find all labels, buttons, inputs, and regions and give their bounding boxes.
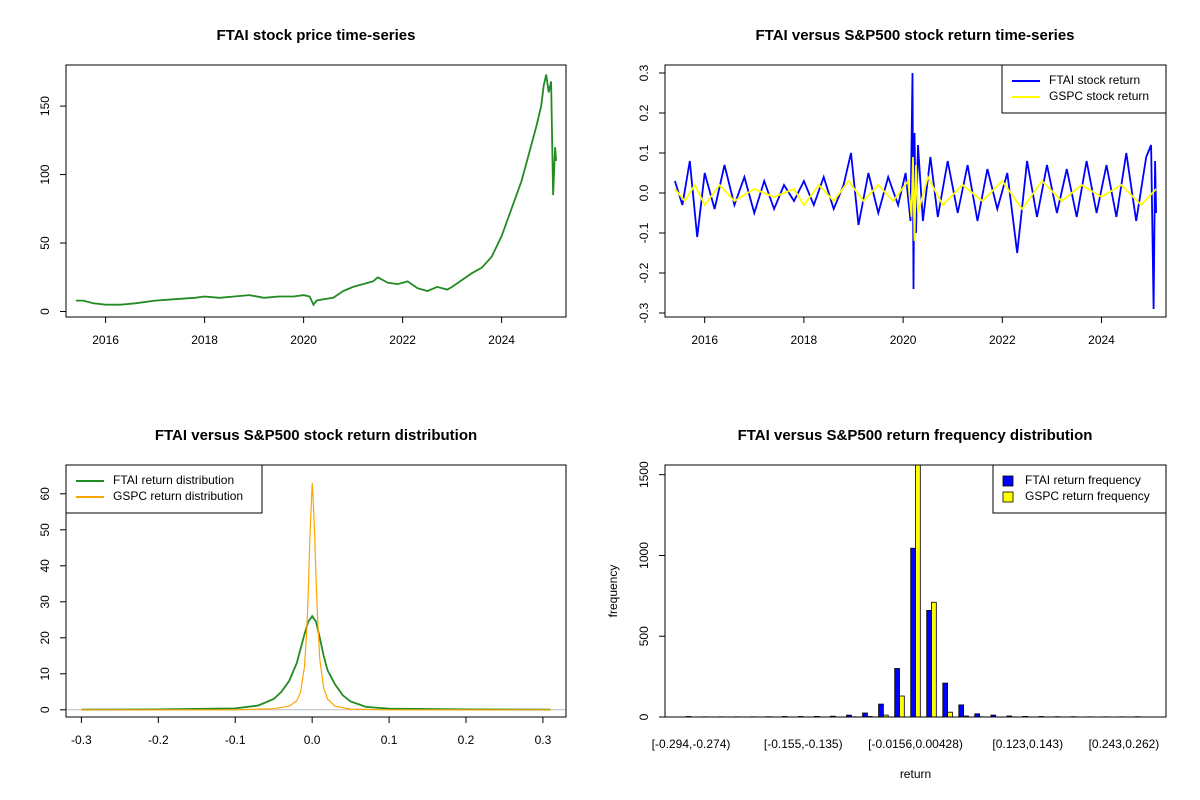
chart-title: FTAI versus S&P500 return frequency dist… [738,427,1093,444]
bar-1-16 [947,711,953,717]
x-tick-label: -0.1 [225,733,246,747]
y-tick-label: 1000 [637,542,651,569]
x-tick-label: 2024 [488,333,515,347]
y-tick-label: 0.0 [637,184,651,201]
x-tick-label: 2016 [92,333,119,347]
y-tick-label: 60 [38,487,52,501]
x-tick-label: 0.3 [535,733,552,747]
legend-swatch [1002,475,1014,487]
x-tick-label: 2018 [191,333,218,347]
x-tick-label: 0.0 [304,733,321,747]
y-tick-label: 150 [38,96,52,116]
x-tick-label: 2020 [290,333,317,347]
plot-frame [65,464,567,718]
bar-1-14 [915,465,921,717]
series-line-0 [81,614,551,711]
legend-label: GSPC return frequency [1025,489,1150,503]
bar-0-16 [942,682,948,717]
bar-0-12 [878,703,884,717]
plot-frame [65,64,567,318]
series-line-0 [75,74,557,307]
legend-label: FTAI return distribution [113,473,234,487]
y-tick-label: 50 [38,236,52,250]
y-tick-label: 40 [38,559,52,573]
y-tick-label: 0 [637,713,651,720]
y-tick-label: -0.1 [637,222,651,243]
x-category-label: [0.243,0.262) [1089,737,1160,751]
y-tick-label: 0 [38,308,52,315]
bar-1-15 [931,601,937,717]
x-tick-label: 2022 [989,333,1016,347]
legend-label: FTAI return frequency [1025,473,1141,487]
y-tick-label: -0.3 [637,302,651,323]
legend-box [992,464,1167,514]
x-tick-label: -0.2 [148,733,169,747]
y-tick-label: 0 [38,706,52,713]
x-category-label: [-0.155,-0.135) [764,737,843,751]
bar-0-14 [910,547,916,717]
chart-title: FTAI versus S&P500 stock return time-ser… [755,27,1074,44]
x-category-label: [-0.0156,0.00428) [868,737,963,751]
panel-density: FTAI versus S&P500 stock return distribu… [38,427,567,747]
y-tick-label: 500 [637,626,651,646]
legend-box [1001,64,1167,114]
x-tick-label: 2020 [890,333,917,347]
bar-0-11 [862,712,868,717]
bar-0-13 [894,668,900,717]
panel-returns: FTAI versus S&P500 stock return time-ser… [637,27,1167,347]
y-tick-label: 10 [38,667,52,681]
x-tick-label: 0.1 [381,733,398,747]
legend-box [65,464,263,514]
y-tick-label: -0.2 [637,262,651,283]
x-axis-label: return [900,767,931,781]
y-tick-label: 0.1 [637,144,651,161]
legend: FTAI stock return GSPC stock return [1001,64,1167,114]
x-tick-label: 2024 [1088,333,1115,347]
x-tick-label: 2022 [389,333,416,347]
y-tick-label: 1500 [637,461,651,488]
x-category-label: [-0.294,-0.274) [652,737,731,751]
y-tick-label: 20 [38,631,52,645]
y-tick-label: 0.2 [637,104,651,121]
plot-frame [664,464,1167,718]
x-category-label: [0.123,0.143) [992,737,1063,751]
legend-label: GSPC return distribution [113,489,243,503]
bar-0-15 [926,610,932,717]
y-tick-label: 30 [38,595,52,609]
bar-1-13 [899,695,905,717]
x-tick-label: 0.2 [458,733,475,747]
x-tick-label: -0.3 [71,733,92,747]
legend-label: GSPC stock return [1049,89,1149,103]
legend-swatch [1002,491,1014,503]
panel-price: FTAI stock price time-series 0 50 100 150 201… [38,27,567,347]
y-tick-label: 50 [38,523,52,537]
x-tick-label: 2016 [691,333,718,347]
legend: FTAI return distribution GSPC return dist… [65,464,263,514]
x-tick-label: 2018 [791,333,818,347]
bar-0-17 [958,704,964,717]
y-axis-label: frequency [606,565,620,618]
y-tick-label: 100 [38,164,52,184]
chart-title: FTAI versus S&P500 stock return distribu… [155,427,477,444]
series-line-1 [674,156,1157,242]
panel-histogram: FTAI versus S&P500 return frequency dist… [606,427,1167,781]
legend-label: FTAI stock return [1049,73,1140,87]
y-tick-label: 0.3 [637,64,651,81]
chart-title: FTAI stock price time-series [217,27,416,44]
legend: FTAI return frequency GSPC return frequen… [992,464,1167,514]
plot-frame [664,64,1167,318]
series-line-1 [81,482,551,711]
